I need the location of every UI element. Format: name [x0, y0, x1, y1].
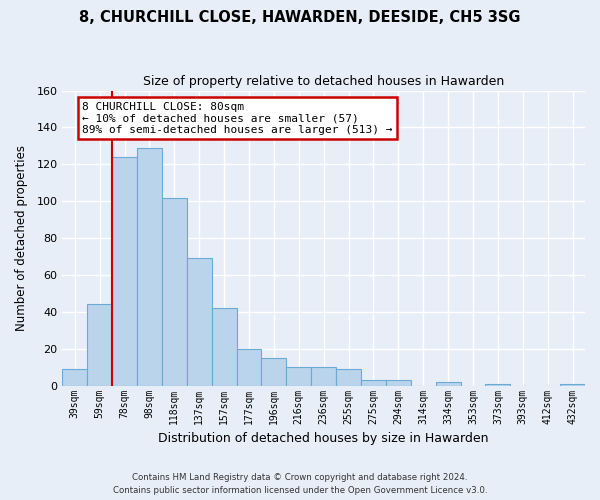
Text: Contains HM Land Registry data © Crown copyright and database right 2024.
Contai: Contains HM Land Registry data © Crown c…: [113, 474, 487, 495]
Bar: [361, 380, 386, 386]
Y-axis label: Number of detached properties: Number of detached properties: [15, 145, 28, 331]
Bar: [112, 157, 137, 386]
Bar: [336, 369, 361, 386]
Bar: [286, 367, 311, 386]
Text: 8 CHURCHILL CLOSE: 80sqm
← 10% of detached houses are smaller (57)
89% of semi-d: 8 CHURCHILL CLOSE: 80sqm ← 10% of detach…: [82, 102, 393, 135]
Bar: [212, 308, 236, 386]
Bar: [485, 384, 511, 386]
Bar: [187, 258, 212, 386]
Bar: [311, 367, 336, 386]
Bar: [436, 382, 461, 386]
Bar: [62, 369, 87, 386]
Bar: [137, 148, 162, 386]
Bar: [87, 304, 112, 386]
Text: 8, CHURCHILL CLOSE, HAWARDEN, DEESIDE, CH5 3SG: 8, CHURCHILL CLOSE, HAWARDEN, DEESIDE, C…: [79, 10, 521, 25]
X-axis label: Distribution of detached houses by size in Hawarden: Distribution of detached houses by size …: [158, 432, 489, 445]
Bar: [162, 198, 187, 386]
Bar: [262, 358, 286, 386]
Bar: [236, 349, 262, 386]
Bar: [386, 380, 411, 386]
Bar: [560, 384, 585, 386]
Title: Size of property relative to detached houses in Hawarden: Size of property relative to detached ho…: [143, 75, 504, 88]
